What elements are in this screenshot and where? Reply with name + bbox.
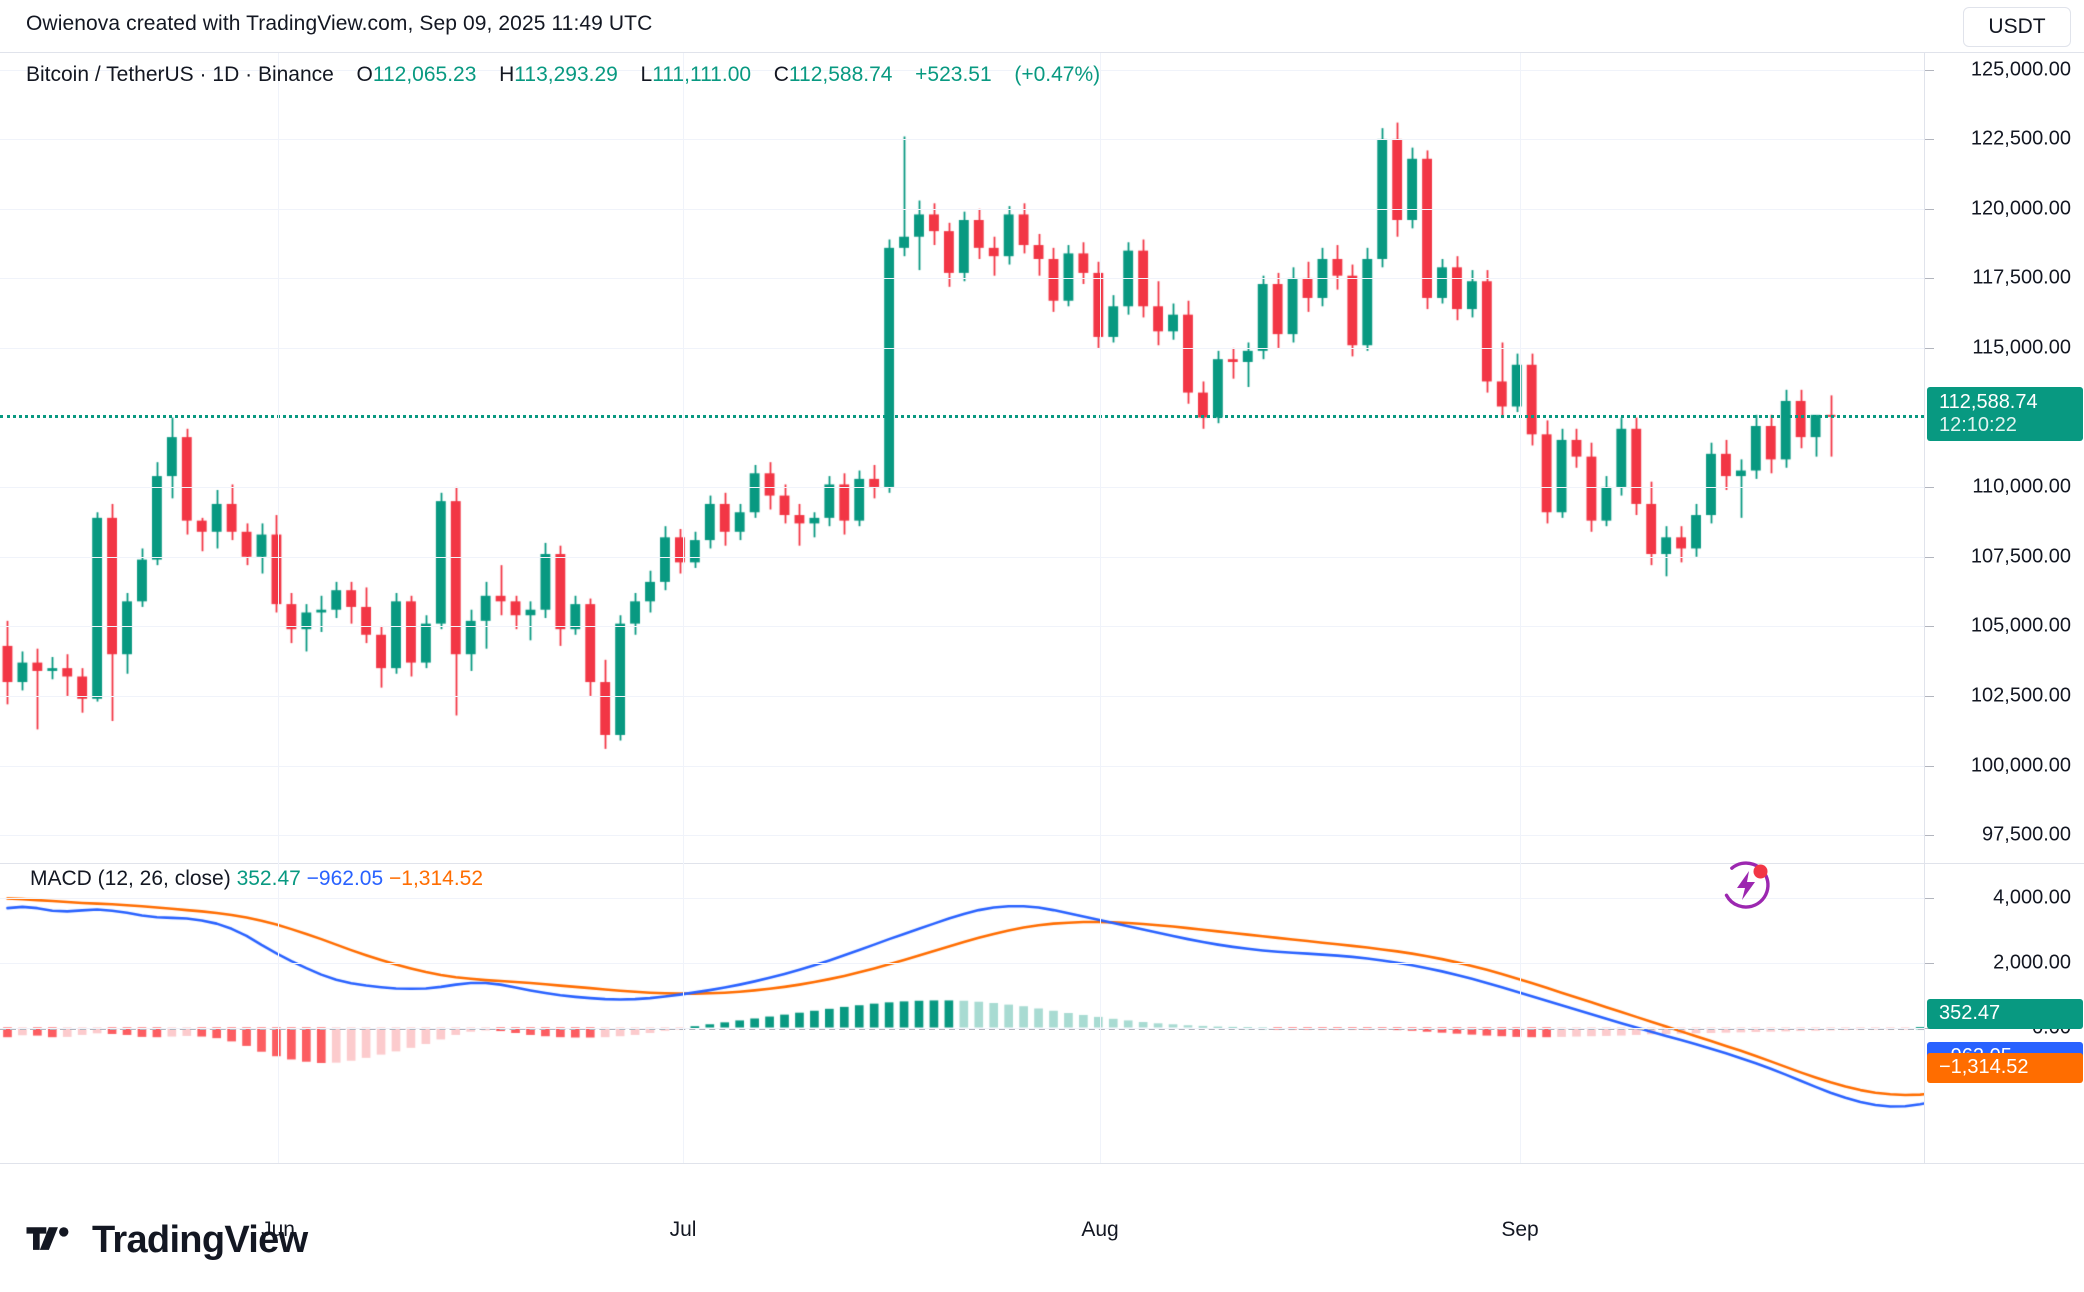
price-gridline [0, 765, 1924, 767]
macd-hist-badge: 352.47 [1927, 999, 2083, 1030]
macd-gridline [0, 1027, 1924, 1029]
legend-change-percent: (+0.47%) [1014, 63, 1101, 86]
price-tick-label: 102,500.00 [1970, 684, 2071, 707]
macd-canvas [0, 863, 1924, 1163]
macd-title[interactable]: MACD (12, 26, close) [30, 867, 231, 890]
time-axis-label: Jun [261, 1218, 295, 1241]
price-tick-dash [1925, 487, 1934, 489]
price-gridline [0, 69, 1924, 71]
macd-tick-label: 2,000.00 [1993, 951, 2071, 974]
current-price-badge: 112,588.74 12:10:22 [1927, 387, 2083, 441]
legend-sep-2: · [245, 63, 253, 86]
watermark-text: Owienova created with TradingView.com, S… [26, 12, 653, 35]
symbol-legend: Bitcoin / TetherUS · 1D · Binance O112,0… [26, 63, 1100, 87]
time-axis-label: Jul [669, 1218, 697, 1241]
price-tick-dash [1925, 556, 1934, 558]
price-tick-label: 107,500.00 [1970, 545, 2071, 568]
time-gridline [683, 863, 684, 1163]
legend-sep-1: · [199, 63, 207, 86]
macd-hist-value: 352.47 [236, 867, 301, 890]
legend-exchange[interactable]: Binance [257, 63, 334, 86]
price-gridline [0, 278, 1924, 280]
price-gridline [0, 626, 1924, 628]
price-gridline [0, 556, 1924, 558]
candlestick-canvas [0, 53, 1924, 863]
macd-tick-dash [1925, 963, 1934, 964]
legend-open-value: 112,065.23 [372, 63, 477, 86]
legend-open-label: O [356, 63, 373, 86]
currency-button[interactable]: USDT [1963, 7, 2071, 47]
price-tick-dash [1925, 835, 1934, 837]
macd-gridline [0, 898, 1924, 900]
macd-zero-line [0, 1027, 1924, 1030]
macd-legend: MACD (12, 26, close) 352.47 −962.05 −1,3… [30, 867, 483, 891]
price-gridline [0, 348, 1924, 350]
legend-close-value: 112,588.74 [788, 63, 893, 86]
time-axis-label: Aug [1081, 1218, 1119, 1241]
price-tick-label: 125,000.00 [1970, 58, 2071, 81]
price-tick-label: 97,500.00 [1982, 823, 2071, 846]
price-gridline [0, 139, 1924, 141]
price-gridline [0, 835, 1924, 837]
chart-frame: Bitcoin / TetherUS · 1D · Binance O112,0… [0, 7, 2084, 1241]
price-tick-label: 122,500.00 [1970, 127, 2071, 150]
legend-change: +523.51 [915, 63, 992, 86]
macd-gridline [0, 963, 1924, 964]
price-tick-label: 105,000.00 [1970, 614, 2071, 637]
time-gridline [1100, 53, 1101, 863]
price-tick-label: 117,500.00 [1972, 266, 2071, 289]
time-gridline [1100, 863, 1101, 1163]
macd-axis[interactable]: 4,000.002,000.000.00 352.47 −962.05 −1,3… [1924, 863, 2084, 1164]
macd-tick-dash [1925, 898, 1934, 900]
macd-signal-value: −1,314.52 [389, 867, 484, 890]
price-tick-dash [1925, 139, 1934, 141]
time-gridline [1520, 863, 1521, 1163]
legend-close-label: C [773, 63, 789, 86]
time-gridline [278, 863, 279, 1163]
price-tick-dash [1925, 348, 1934, 350]
price-tick-label: 100,000.00 [1970, 754, 2071, 777]
price-tick-dash [1925, 765, 1934, 767]
lightning-circle-icon[interactable] [1718, 857, 1774, 913]
price-tick-label: 115,000.00 [1972, 336, 2071, 359]
price-gridline [0, 487, 1924, 489]
time-gridline [683, 53, 684, 863]
price-gridline [0, 695, 1924, 697]
macd-indicator-pane[interactable]: MACD (12, 26, close) 352.47 −962.05 −1,3… [0, 863, 1924, 1164]
price-tick-label: 110,000.00 [1972, 475, 2071, 498]
tradingview-wordmark: TradingView [92, 1218, 308, 1261]
price-tick-dash [1925, 695, 1934, 697]
current-price-line [0, 415, 1924, 419]
time-gridline [1520, 53, 1521, 863]
time-axis-label: Sep [1501, 1218, 1539, 1241]
macd-signal-badge: −1,314.52 [1927, 1052, 2083, 1083]
time-axis[interactable]: Jun Jul Aug Sep [0, 1214, 1924, 1260]
legend-low-value: 111,111.00 [652, 63, 752, 86]
current-price-value: 112,588.74 [1939, 391, 2038, 414]
legend-interval[interactable]: 1D [212, 63, 240, 86]
legend-low-label: L [640, 63, 653, 86]
price-gridline [0, 208, 1924, 210]
price-tick-label: 120,000.00 [1970, 197, 2071, 220]
price-tick-dash [1925, 208, 1934, 210]
tradingview-logo-icon [26, 1227, 69, 1250]
price-tick-dash [1925, 626, 1934, 628]
legend-symbol[interactable]: Bitcoin / TetherUS [26, 63, 194, 86]
price-tick-dash [1925, 69, 1934, 71]
price-tick-dash [1925, 278, 1934, 280]
time-gridline [278, 53, 279, 863]
price-chart-pane[interactable]: Bitcoin / TetherUS · 1D · Binance O112,0… [0, 52, 1924, 864]
legend-high-value: 113,293.29 [514, 63, 618, 86]
footer: TradingView [26, 1212, 308, 1268]
legend-high-label: H [499, 63, 515, 86]
macd-line-value: −962.05 [306, 867, 384, 890]
price-axis[interactable]: USDT 125,000.00 122,500.00 120,000.00 117,5… [1924, 7, 2084, 864]
macd-tick-label: 4,000.00 [1993, 886, 2071, 909]
countdown-timer: 12:10:22 [1939, 413, 2017, 436]
